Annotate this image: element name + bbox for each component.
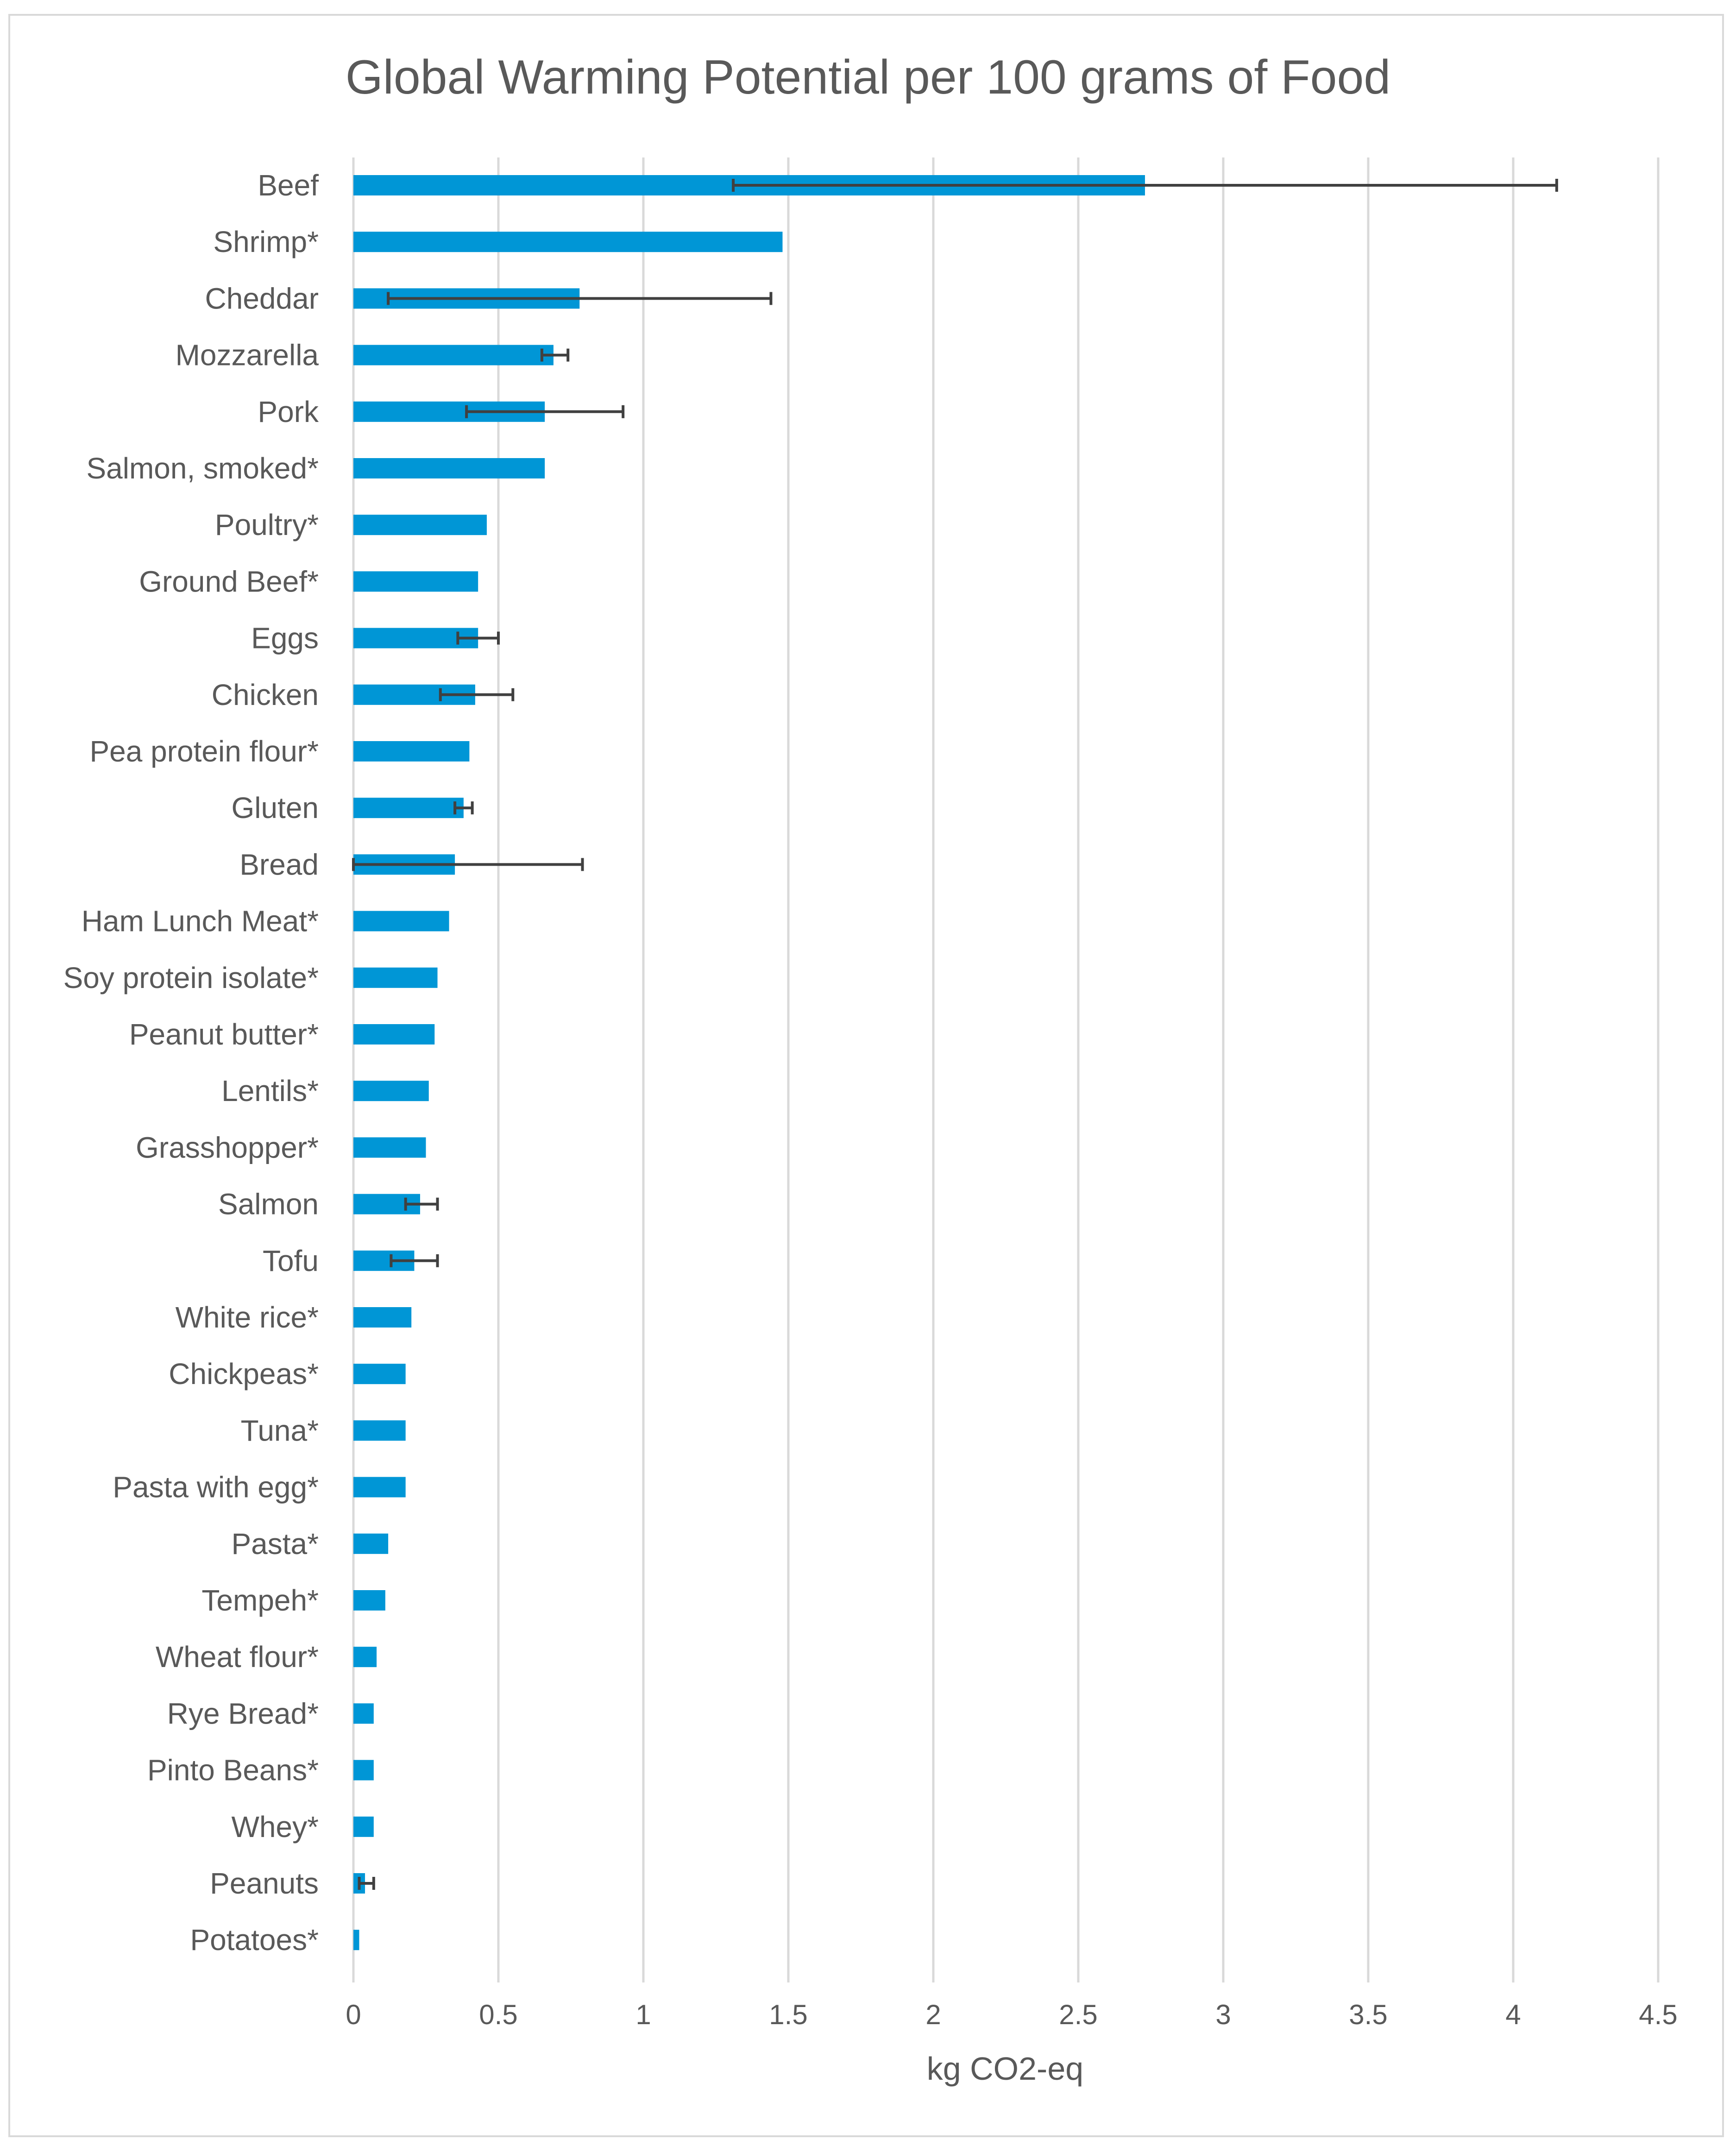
bar	[353, 1647, 377, 1667]
error-bar	[404, 1197, 439, 1211]
bar	[353, 458, 545, 478]
bar	[353, 571, 478, 592]
bar	[353, 1533, 389, 1554]
error-bar	[390, 1254, 439, 1267]
x-tick-label: 2.5	[1059, 1999, 1097, 2030]
category-label: Salmon, smoked*	[86, 452, 319, 485]
bar	[353, 1590, 385, 1611]
bars	[353, 175, 1145, 1951]
bar	[353, 1930, 359, 1951]
category-label: Cheddar	[205, 282, 319, 315]
x-tick-label: 3	[1215, 1999, 1231, 2030]
error-bar	[352, 858, 584, 871]
x-axis-title: kg CO2-eq	[927, 2051, 1083, 2087]
category-label: Chicken	[212, 678, 319, 711]
category-label: Pasta*	[231, 1527, 319, 1561]
category-label: Pasta with egg*	[113, 1471, 319, 1504]
bar	[353, 1137, 426, 1158]
category-label: Chickpeas*	[169, 1357, 319, 1391]
error-bar	[456, 631, 500, 645]
category-label: Ham Lunch Meat*	[82, 905, 319, 938]
bar	[353, 1816, 374, 1837]
category-label: Mozzarella	[176, 339, 319, 372]
category-label: Pinto Beans*	[147, 1754, 319, 1787]
x-tick-label: 1	[635, 1999, 651, 2030]
category-label: Beef	[258, 169, 319, 202]
bar	[353, 1703, 374, 1724]
category-label: Soy protein isolate*	[63, 961, 319, 994]
bar	[353, 1477, 406, 1498]
category-label: Ground Beef*	[139, 565, 319, 598]
category-label: Salmon	[218, 1188, 319, 1221]
category-label: White rice*	[176, 1301, 319, 1334]
chart-frame	[8, 14, 1724, 2137]
bar	[353, 798, 464, 818]
error-bar	[465, 405, 625, 418]
x-tick-label: 0	[346, 1999, 361, 2030]
bar	[353, 1420, 406, 1441]
category-label: Potatoes*	[190, 1923, 319, 1957]
chart-title: Global Warming Potential per 100 grams o…	[346, 50, 1390, 104]
bar	[353, 1024, 435, 1045]
error-bar	[732, 179, 1558, 192]
error-bar	[439, 688, 515, 701]
error-bar	[453, 801, 474, 815]
bar	[353, 1364, 406, 1384]
error-bar	[358, 1877, 375, 1890]
category-label: Eggs	[251, 622, 319, 655]
category-labels: Beef Shrimp* Cheddar Mozzarella Pork Salmon, …	[63, 169, 319, 1957]
bar	[353, 345, 554, 365]
category-label: Peanuts	[210, 1867, 319, 1900]
bar	[353, 1081, 429, 1101]
category-label: Shrimp*	[213, 225, 319, 258]
x-tick-label: 1.5	[769, 1999, 807, 2030]
x-tick-label: 4	[1505, 1999, 1521, 2030]
x-tick-label: 4.5	[1639, 1999, 1677, 2030]
category-label: Lentils*	[221, 1074, 319, 1107]
error-bar	[540, 348, 570, 362]
category-label: Poultry*	[215, 508, 319, 541]
bar	[353, 911, 449, 931]
bar	[353, 1307, 412, 1328]
category-label: Tofu	[263, 1244, 319, 1277]
error-bar	[387, 292, 773, 305]
category-label: Gluten	[231, 791, 319, 824]
x-tick-label: 0.5	[479, 1999, 517, 2030]
bar	[353, 232, 783, 252]
category-label: Bread	[239, 848, 319, 881]
x-tick-label: 3.5	[1349, 1999, 1387, 2030]
category-label: Wheat flour*	[156, 1640, 319, 1674]
category-label: Pork	[258, 395, 319, 428]
category-label: Tempeh*	[201, 1584, 319, 1617]
x-tick-label: 2	[925, 1999, 941, 2030]
bar	[353, 515, 487, 535]
bar	[353, 967, 438, 988]
tick-labels: 0 0.5 1 1.5 2 2.5 3 3.5 4 4.5	[346, 1999, 1677, 2030]
category-label: Pea protein flour*	[89, 735, 319, 768]
category-label: Tuna*	[241, 1414, 319, 1447]
category-label: Whey*	[232, 1810, 319, 1844]
bar	[353, 741, 470, 761]
category-label: Rye Bread*	[167, 1697, 319, 1730]
bar	[353, 1760, 374, 1781]
error-bars	[352, 179, 1558, 1890]
category-label: Grasshopper*	[136, 1131, 319, 1164]
gridlines	[352, 157, 1660, 1982]
category-label: Peanut butter*	[129, 1018, 319, 1051]
